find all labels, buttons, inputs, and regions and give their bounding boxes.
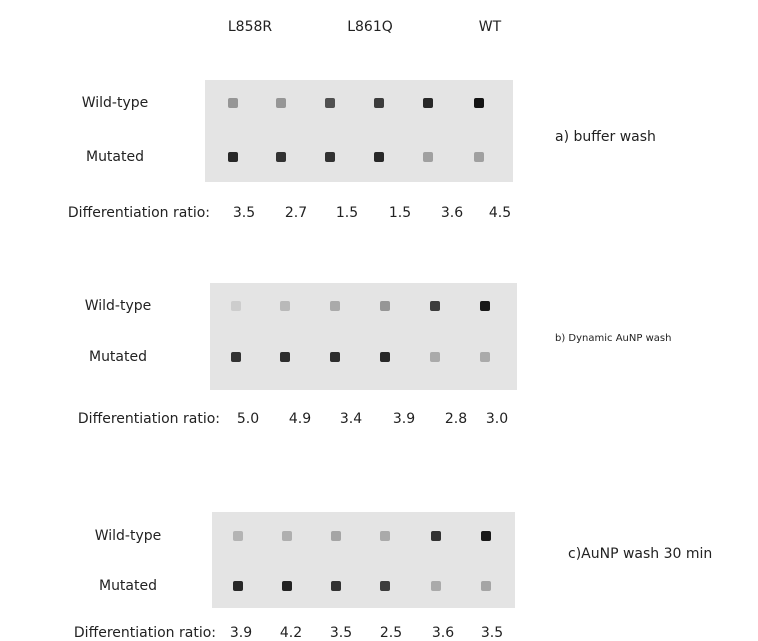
ratio-value: 4.5 [489,205,511,221]
blot-spot [282,581,292,591]
blot-spot [380,531,390,541]
blot-membrane [205,80,513,182]
blot-spot [480,301,490,311]
blot-spot [374,98,384,108]
ratio-value: 4.2 [280,625,302,641]
ratio-value: 5.0 [237,411,259,427]
blot-spot [474,152,484,162]
blot-spot [431,531,441,541]
row-label: Mutated [86,149,144,165]
ratio-value: 3.0 [486,411,508,427]
blot-spot [380,301,390,311]
ratio-value: 3.4 [340,411,362,427]
panel-caption: a) buffer wash [555,129,656,145]
blot-spot [325,152,335,162]
ratio-label: Differentiation ratio: [68,205,210,221]
ratio-label: Differentiation ratio: [78,411,220,427]
blot-spot [430,301,440,311]
ratio-value: 1.5 [336,205,358,221]
figure: L858R L861Q WT Wild-type Mutated a) buffer wa… [0,0,758,641]
ratio-value: 4.9 [289,411,311,427]
column-header: L861Q [347,19,393,35]
blot-spot [231,301,241,311]
blot-spot [228,152,238,162]
ratio-value: 2.7 [285,205,307,221]
blot-spot [380,352,390,362]
blot-spot [233,581,243,591]
blot-spot [431,581,441,591]
ratio-value: 3.9 [393,411,415,427]
blot-spot [380,581,390,591]
blot-spot [276,152,286,162]
ratio-value: 2.5 [380,625,402,641]
ratio-value: 3.5 [233,205,255,221]
row-label: Wild-type [82,95,149,111]
row-label: Wild-type [95,528,162,544]
row-label: Mutated [89,349,147,365]
blot-spot [481,581,491,591]
ratio-label: Differentiation ratio: [74,625,216,641]
blot-spot [280,352,290,362]
column-header: WT [479,19,502,35]
row-label: Mutated [99,578,157,594]
blot-spot [330,301,340,311]
ratio-value: 1.5 [389,205,411,221]
blot-spot [374,152,384,162]
ratio-value: 3.6 [432,625,454,641]
ratio-value: 2.8 [445,411,467,427]
panel-caption: c)AuNP wash 30 min [568,546,712,562]
blot-spot [474,98,484,108]
blot-spot [325,98,335,108]
blot-spot [276,98,286,108]
blot-spot [330,352,340,362]
blot-membrane [210,283,517,390]
column-header: L858R [228,19,273,35]
row-label: Wild-type [85,298,152,314]
ratio-value: 3.6 [441,205,463,221]
blot-spot [231,352,241,362]
blot-spot [228,98,238,108]
ratio-value: 3.9 [230,625,252,641]
blot-membrane [212,512,515,608]
blot-spot [430,352,440,362]
blot-spot [280,301,290,311]
blot-spot [331,581,341,591]
ratio-value: 3.5 [481,625,503,641]
ratio-value: 3.5 [330,625,352,641]
panel-caption: b) Dynamic AuNP wash [555,333,671,344]
blot-spot [423,152,433,162]
blot-spot [233,531,243,541]
blot-spot [423,98,433,108]
blot-spot [331,531,341,541]
blot-spot [282,531,292,541]
blot-spot [481,531,491,541]
blot-spot [480,352,490,362]
